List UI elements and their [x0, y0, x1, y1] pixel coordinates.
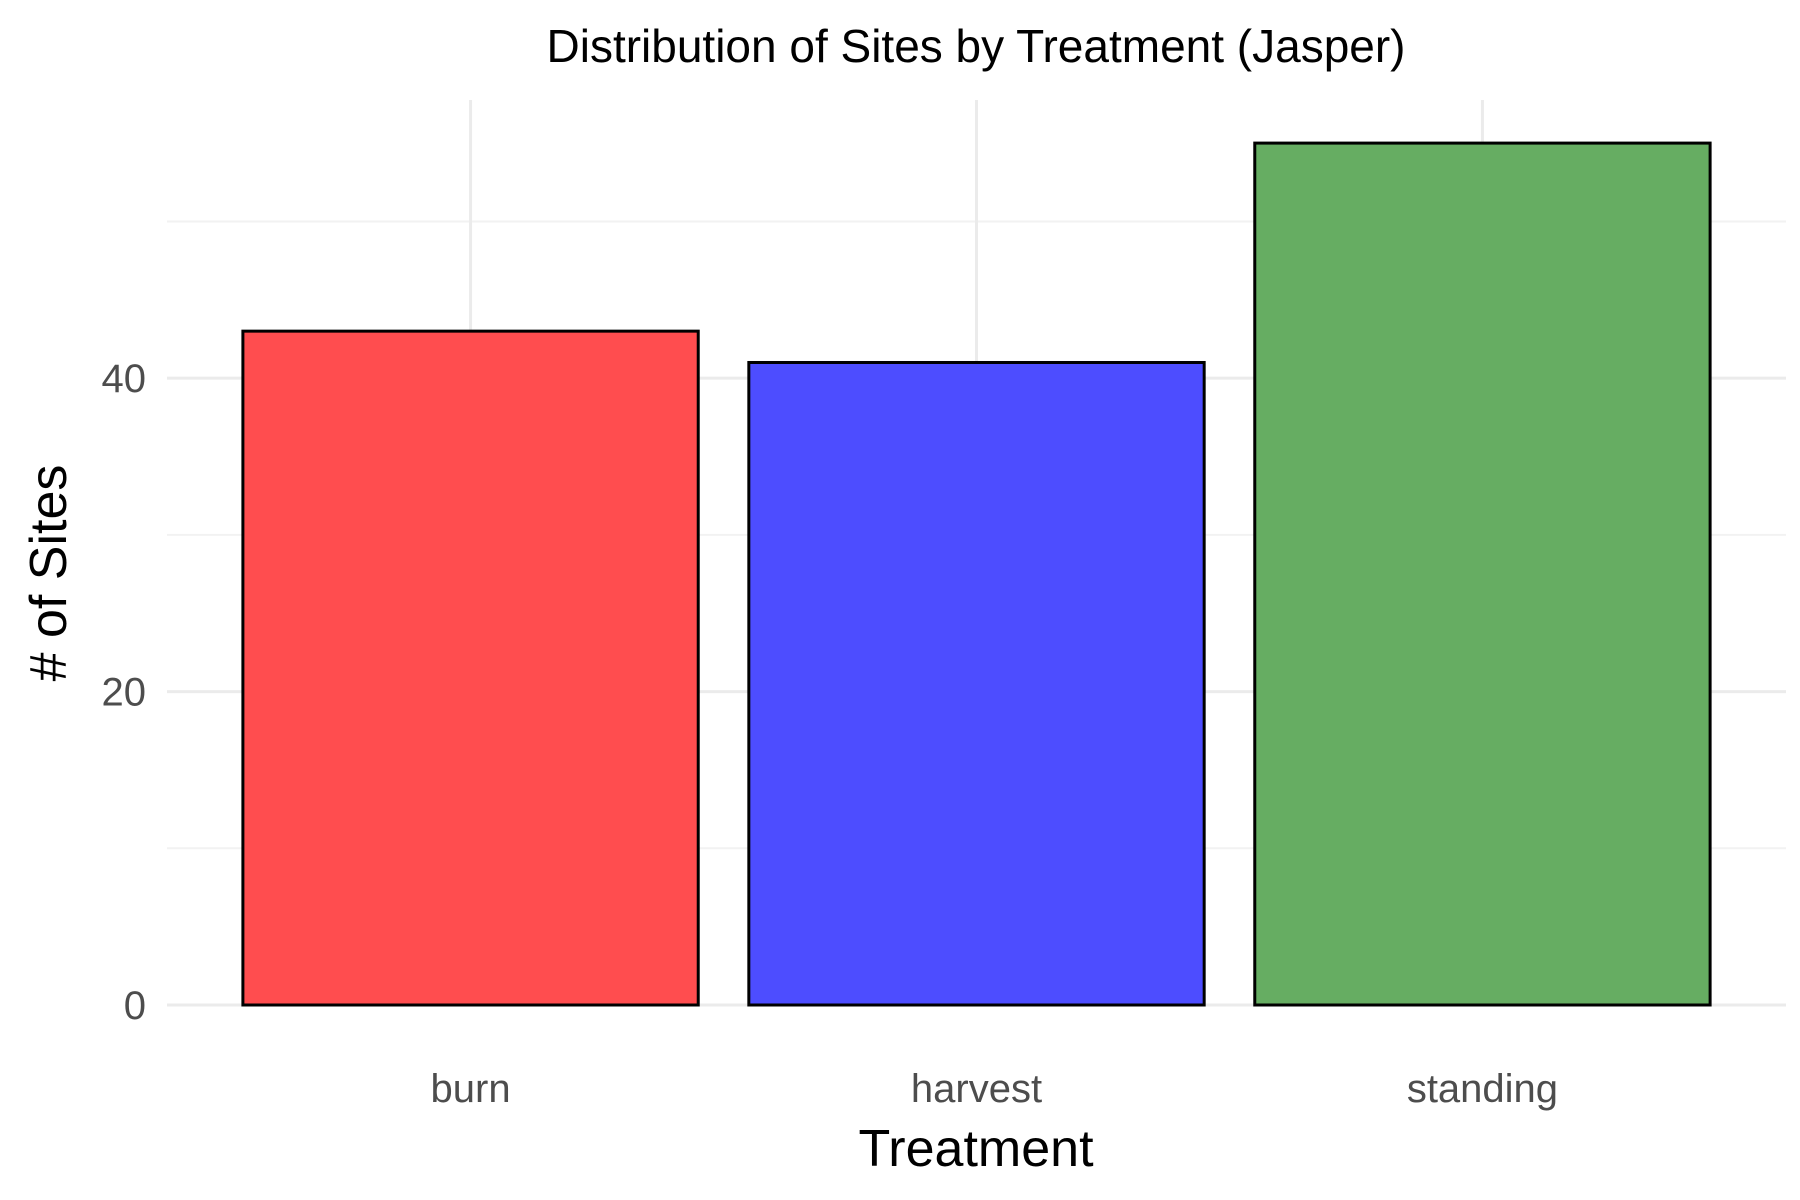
x-tick-label-harvest: harvest [911, 1067, 1042, 1111]
x-tick-label-standing: standing [1407, 1067, 1558, 1111]
tick-labels: 0 20 40 burn harvest standing [102, 357, 1559, 1111]
y-tick-label: 0 [124, 984, 146, 1028]
x-axis-title: Treatment [858, 1120, 1094, 1178]
chart-title: Distribution of Sites by Treatment (Jasp… [547, 20, 1406, 72]
y-tick-label: 40 [102, 357, 147, 401]
bars [241, 141, 1712, 1007]
bar-harvest [747, 360, 1206, 1007]
y-axis-title: # of Sites [20, 465, 78, 682]
bar-burn [241, 329, 700, 1007]
x-tick-label-burn: burn [431, 1067, 511, 1111]
bar-standing [1253, 141, 1712, 1007]
y-tick-label: 20 [102, 671, 147, 715]
